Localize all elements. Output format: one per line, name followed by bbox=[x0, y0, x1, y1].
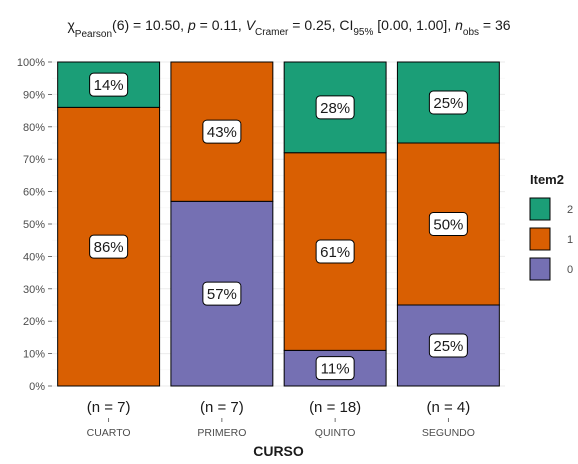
data-label-box bbox=[428, 90, 468, 115]
x-tick-label: CUARTO bbox=[87, 427, 131, 439]
legend-label: 0 bbox=[567, 264, 573, 276]
legend-item-2: 2 bbox=[529, 197, 573, 221]
y-tick-label: 20% bbox=[23, 316, 45, 328]
data-label: 86% bbox=[89, 234, 129, 259]
y-tick-label: 50% bbox=[23, 219, 45, 231]
y-tick-label: 40% bbox=[23, 251, 45, 263]
x-axis: (n = 7) CUARTO (n = 7) PRIMERO (n = 18) QUINT… bbox=[87, 399, 475, 439]
x-n-label: (n = 7) bbox=[87, 399, 131, 416]
data-label-text: 50% bbox=[433, 217, 463, 234]
y-tick-label: 90% bbox=[23, 89, 45, 101]
x-axis-title: CURSO bbox=[253, 443, 304, 459]
data-label: 25% bbox=[428, 333, 468, 358]
data-label-text: 57% bbox=[207, 286, 237, 303]
data-label-box bbox=[315, 239, 355, 264]
y-tick-label: 80% bbox=[23, 122, 45, 134]
x-tick-label: PRIMERO bbox=[197, 427, 246, 439]
data-label-text: 14% bbox=[94, 77, 124, 94]
data-label-text: 86% bbox=[94, 239, 124, 256]
y-axis: 0% 10% 20% 30% 40% 50% 60% 70% 80% 90% 100% bbox=[17, 57, 52, 393]
legend-label: 1 bbox=[567, 234, 573, 246]
data-label-box bbox=[89, 72, 129, 97]
data-label: 57% bbox=[202, 281, 242, 306]
legend-item-0: 0 bbox=[529, 257, 573, 281]
data-label-box bbox=[315, 356, 355, 381]
legend-swatch bbox=[529, 257, 551, 281]
data-label: 14% bbox=[89, 72, 129, 97]
data-label: 43% bbox=[202, 119, 242, 144]
data-label-box bbox=[202, 281, 242, 306]
x-n-label: (n = 7) bbox=[200, 399, 244, 416]
data-label: 50% bbox=[428, 212, 468, 236]
bar-quinto-item-1 bbox=[283, 152, 387, 351]
bars bbox=[57, 61, 500, 387]
data-label-box bbox=[428, 333, 468, 358]
legend-item-1: 1 bbox=[529, 227, 573, 251]
data-label-text: 43% bbox=[207, 124, 237, 141]
data-label: 28% bbox=[315, 95, 355, 120]
data-label: 25% bbox=[428, 90, 468, 115]
y-tick-label: 60% bbox=[23, 187, 45, 199]
y-tick-label: 100% bbox=[17, 57, 45, 69]
data-label-box bbox=[428, 212, 468, 236]
legend-label: 2 bbox=[567, 204, 573, 216]
legend-swatch bbox=[529, 227, 551, 251]
y-tick-label: 10% bbox=[23, 349, 45, 361]
data-labels: 86% 14% 57% 43% 11% 61% 28% 25% 50% 25% bbox=[89, 72, 468, 381]
data-label-text: 25% bbox=[433, 95, 463, 112]
data-label-text: 61% bbox=[320, 244, 350, 261]
data-label-box bbox=[315, 95, 355, 120]
x-tick-label: SEGUNDO bbox=[422, 427, 475, 439]
data-label: 11% bbox=[315, 356, 355, 381]
legend: Item2 2 1 0 bbox=[529, 172, 573, 281]
data-label-box bbox=[89, 234, 129, 259]
y-tick-label: 30% bbox=[23, 284, 45, 296]
y-tick-label: 0% bbox=[29, 381, 45, 393]
legend-swatch bbox=[529, 197, 551, 221]
legend-title: Item2 bbox=[530, 172, 564, 187]
x-n-label: (n = 4) bbox=[426, 399, 470, 416]
y-tick-label: 70% bbox=[23, 154, 45, 166]
data-label-text: 25% bbox=[433, 338, 463, 355]
data-label-text: 28% bbox=[320, 100, 350, 117]
x-n-label: (n = 18) bbox=[309, 399, 361, 416]
data-label-box bbox=[202, 119, 242, 144]
x-tick-label: QUINTO bbox=[315, 427, 356, 439]
chart-subtitle: χPearson(6) = 10.50, p = 0.11, VCramer =… bbox=[67, 17, 510, 40]
data-label: 61% bbox=[315, 239, 355, 264]
data-label-text: 11% bbox=[321, 361, 350, 378]
